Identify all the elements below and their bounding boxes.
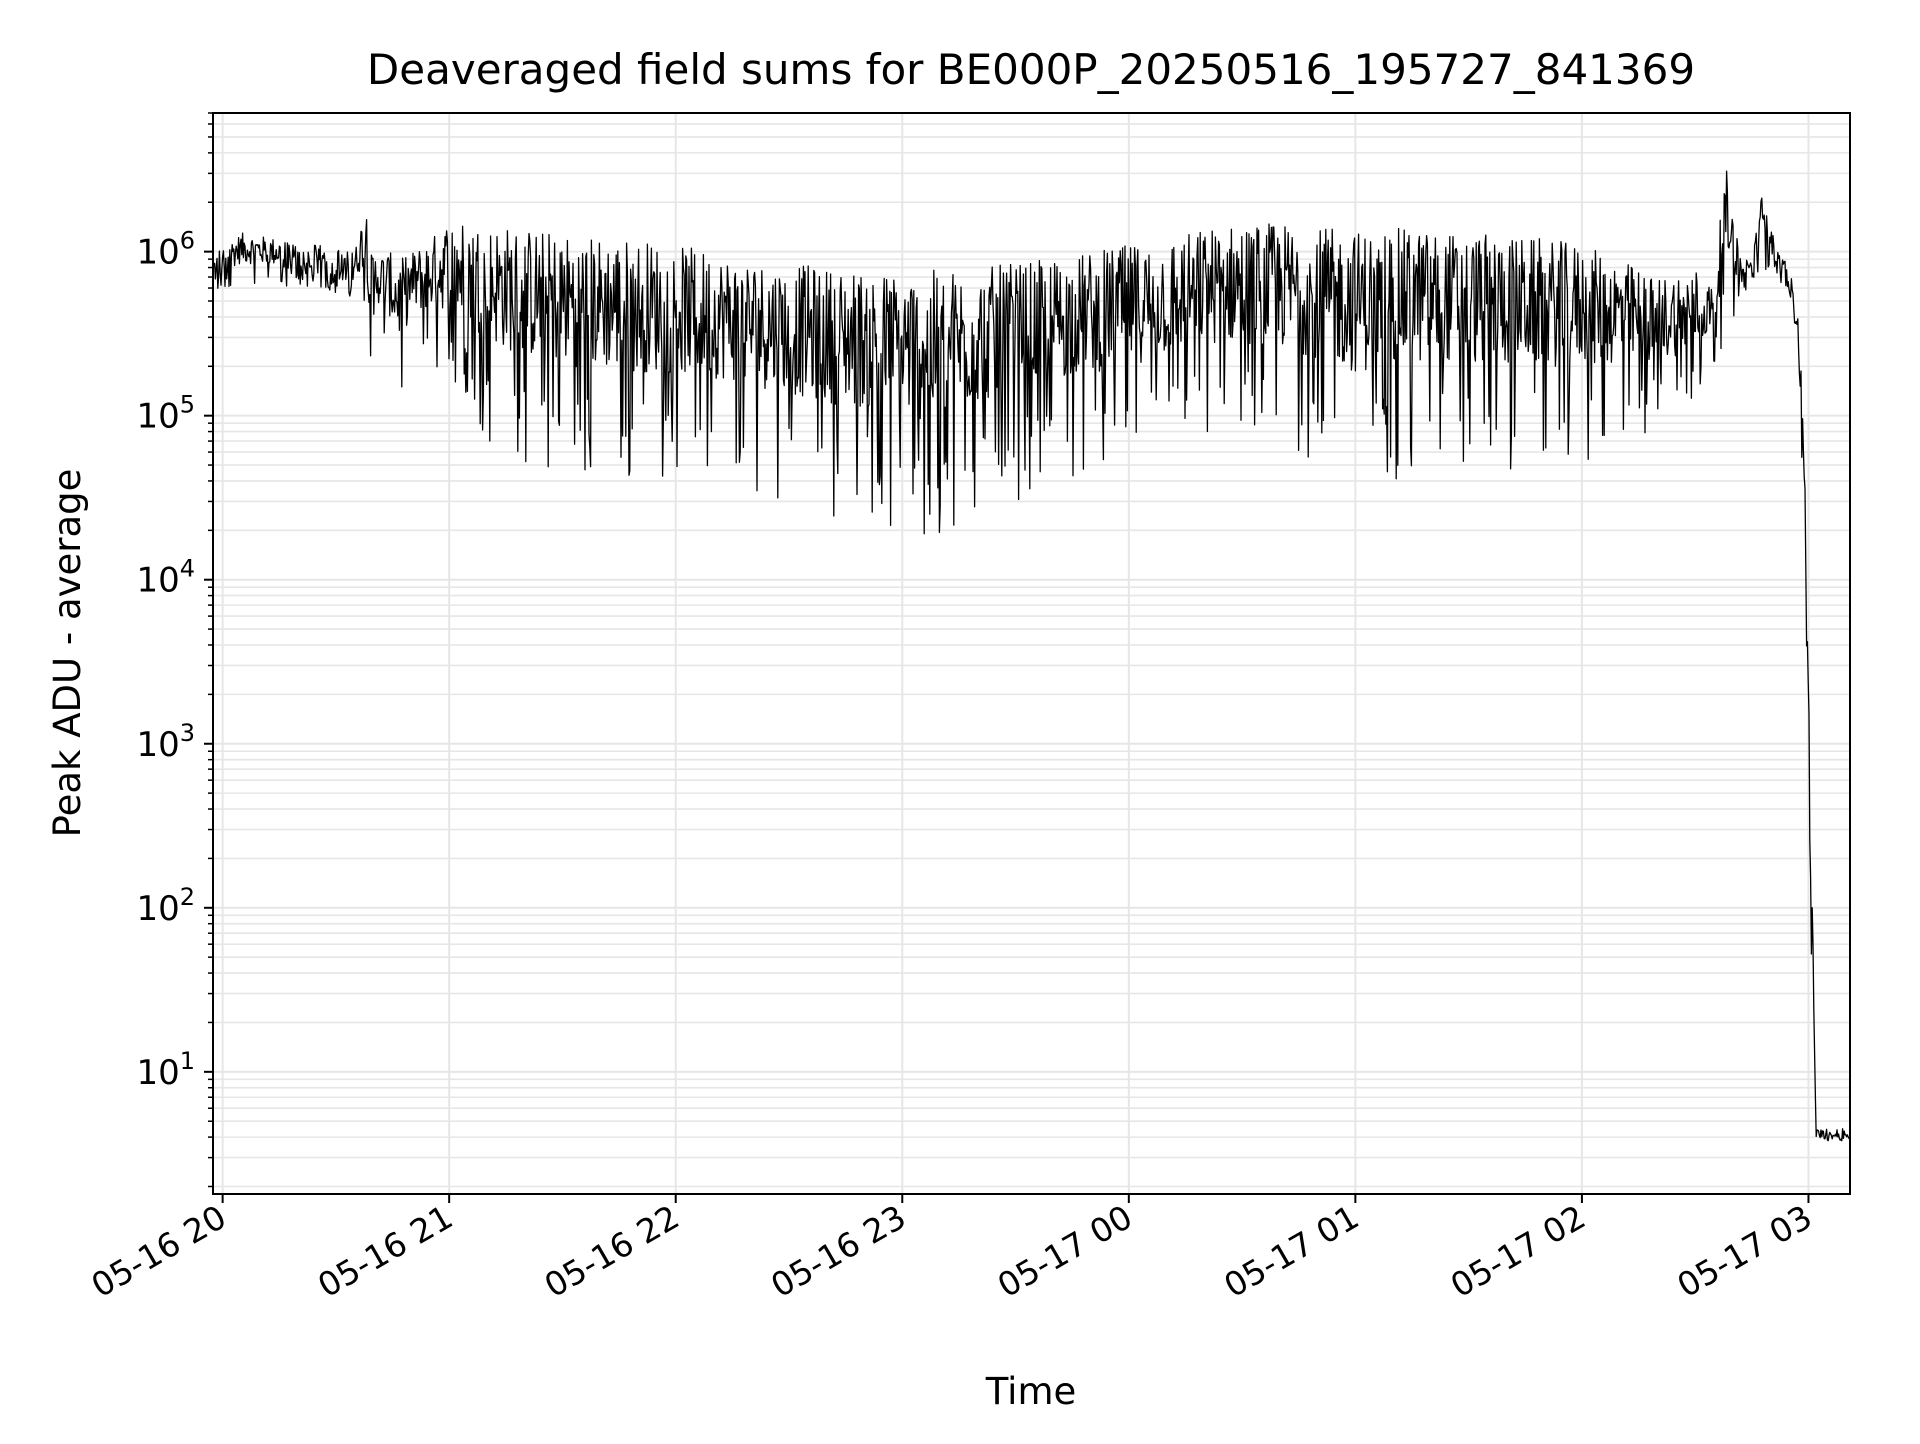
- series-layer: [213, 170, 1850, 1142]
- y-axis-label: Peak ADU - average: [46, 469, 89, 838]
- y-tick-label: 101: [136, 1047, 195, 1093]
- y-tick-label: 104: [136, 555, 195, 601]
- chart-title: Deaveraged field sums for BE000P_2025051…: [367, 45, 1695, 94]
- plot-frame: [212, 112, 1851, 1195]
- y-tick-label: 103: [136, 719, 195, 765]
- series-line: [213, 170, 1850, 1142]
- x-axis-label: Time: [985, 1370, 1077, 1413]
- y-tick-label: 102: [136, 883, 195, 929]
- y-tick-label: 105: [136, 391, 195, 437]
- y-tick-label: 106: [136, 227, 195, 273]
